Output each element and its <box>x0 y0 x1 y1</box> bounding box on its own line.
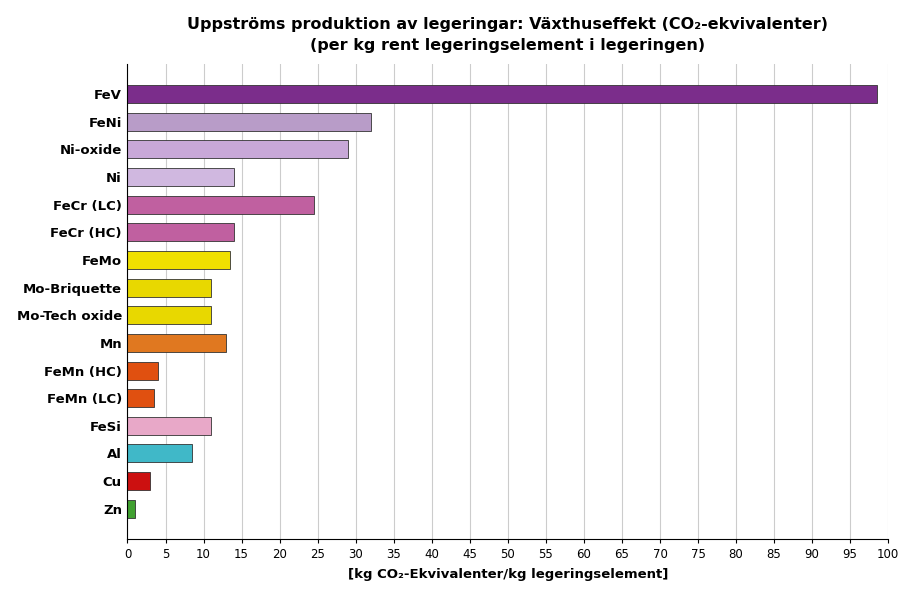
X-axis label: [kg CO₂-Ekvivalenter/kg legeringselement]: [kg CO₂-Ekvivalenter/kg legeringselement… <box>348 568 668 581</box>
Bar <box>127 306 212 324</box>
Bar <box>127 113 371 131</box>
Bar <box>127 389 154 407</box>
Bar <box>127 334 226 352</box>
Bar <box>127 196 314 213</box>
Bar <box>127 444 192 462</box>
Bar <box>127 85 877 103</box>
Bar <box>127 500 135 518</box>
Bar <box>127 279 212 297</box>
Bar <box>127 141 348 158</box>
Bar <box>127 251 230 269</box>
Bar <box>127 362 158 380</box>
Title: Uppströms produktion av legeringar: Växthuseffekt (CO₂-ekvivalenter)
(per kg ren: Uppströms produktion av legeringar: Växt… <box>188 17 828 53</box>
Bar <box>127 224 234 242</box>
Bar <box>127 168 234 186</box>
Bar <box>127 472 150 490</box>
Bar <box>127 417 212 435</box>
